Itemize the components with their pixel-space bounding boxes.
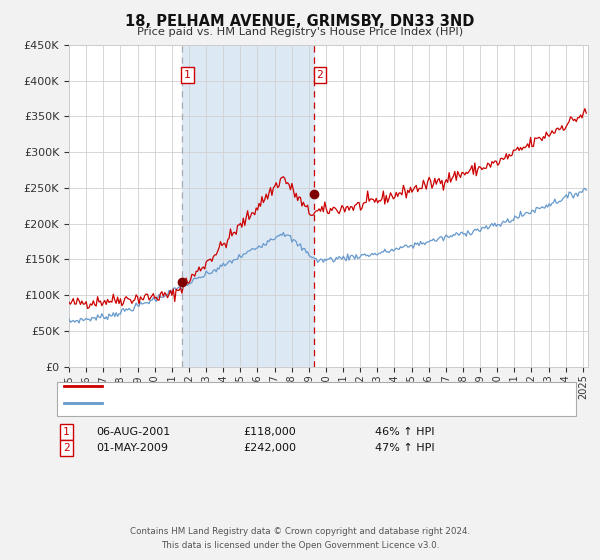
Text: This data is licensed under the Open Government Licence v3.0.: This data is licensed under the Open Gov… xyxy=(161,541,439,550)
Text: 2: 2 xyxy=(317,70,323,80)
Text: HPI: Average price, detached house, North East Lincolnshire: HPI: Average price, detached house, Nort… xyxy=(108,398,422,408)
Text: Contains HM Land Registry data © Crown copyright and database right 2024.: Contains HM Land Registry data © Crown c… xyxy=(130,528,470,536)
Bar xyxy=(182,45,314,367)
Text: £242,000: £242,000 xyxy=(243,443,296,453)
Text: 46% ↑ HPI: 46% ↑ HPI xyxy=(375,427,434,437)
Text: 1: 1 xyxy=(63,427,70,437)
Text: 47% ↑ HPI: 47% ↑ HPI xyxy=(375,443,434,453)
Text: 2: 2 xyxy=(63,443,70,453)
Text: 18, PELHAM AVENUE, GRIMSBY, DN33 3ND (detached house): 18, PELHAM AVENUE, GRIMSBY, DN33 3ND (de… xyxy=(108,381,425,391)
Text: 06-AUG-2001: 06-AUG-2001 xyxy=(96,427,170,437)
Text: 18, PELHAM AVENUE, GRIMSBY, DN33 3ND: 18, PELHAM AVENUE, GRIMSBY, DN33 3ND xyxy=(125,14,475,29)
Text: 1: 1 xyxy=(184,70,191,80)
Text: £118,000: £118,000 xyxy=(243,427,296,437)
Text: 01-MAY-2009: 01-MAY-2009 xyxy=(96,443,168,453)
Text: Price paid vs. HM Land Registry's House Price Index (HPI): Price paid vs. HM Land Registry's House … xyxy=(137,27,463,37)
